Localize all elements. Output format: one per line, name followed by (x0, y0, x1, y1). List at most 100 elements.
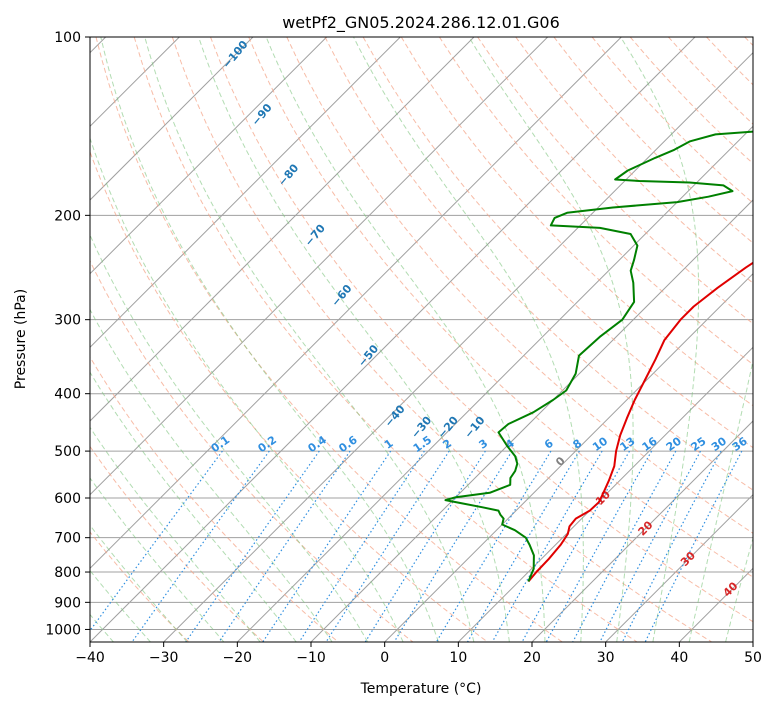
dry-adiabat-line (171, 37, 712, 642)
mixing-ratio-line (521, 450, 631, 642)
dry-adiabat-line (477, 37, 753, 325)
isotherm-line (752, 641, 753, 642)
x-tick-label: −30 (149, 650, 179, 666)
x-tick-label: 20 (523, 650, 541, 666)
dry-adiabat-label: −10 (462, 414, 488, 441)
x-tick-label: −40 (75, 650, 105, 666)
mixing-ratio-line (435, 450, 552, 642)
moist-adiabat-line (353, 37, 584, 642)
isotherm-line (163, 51, 753, 642)
isotherm-line (90, 37, 254, 201)
x-tick-label: −20 (223, 650, 253, 666)
dry-adiabat-label: −80 (276, 161, 302, 188)
y-tick-label: 100 (54, 30, 81, 46)
dry-adiabat-line (324, 37, 753, 491)
mixing-ratio-label: 3 (477, 437, 491, 452)
dry-adiabat-line (210, 37, 753, 623)
mixing-ratio-line (131, 450, 270, 642)
dry-adiabat-line (668, 37, 753, 125)
x-tick-label: 40 (670, 650, 688, 666)
y-tick-label: 300 (54, 313, 81, 329)
y-tick-label: 200 (54, 208, 81, 224)
temperature-line (527, 261, 753, 583)
dry-adiabat-line (95, 37, 563, 642)
dry-adiabat-label: −70 (302, 222, 328, 249)
isotherm-line (531, 420, 753, 642)
dry-adiabat-line (362, 37, 753, 449)
isotherm-line (90, 37, 328, 275)
mixing-ratio-label: 6 (542, 437, 556, 452)
mixing-ratio-label: 0.6 (336, 433, 360, 455)
moist-adiabat-line (144, 37, 475, 642)
dry-adiabat-line (133, 37, 638, 642)
y-tick-label: 400 (54, 387, 81, 403)
moist-adiabat-line (90, 136, 404, 642)
mixing-ratio-line (298, 450, 425, 642)
chart-title: wetPf2_GN05.2024.286.12.01.G06 (282, 13, 560, 33)
isotherm-line (678, 567, 753, 642)
y-tick-label: 900 (54, 595, 81, 611)
profile-series (444, 130, 753, 583)
isotherm-line (90, 37, 622, 570)
dry-adiabat-line (90, 150, 488, 642)
dry-adiabat-line (515, 37, 753, 284)
dry-adiabat-label: −40 (382, 402, 408, 429)
mixing-ratio-line (599, 450, 702, 642)
dry-adiabat-line (90, 531, 190, 642)
moist-adiabat-line (90, 233, 369, 642)
dewpoint-line (444, 130, 753, 582)
mixing-ratio-line (644, 450, 743, 642)
y-tick-label: 600 (54, 491, 81, 507)
x-tick-label: 30 (597, 650, 615, 666)
moist-adiabat-label: 40 (721, 579, 741, 599)
dry-adiabat-label: −60 (329, 282, 355, 309)
y-tick-label: 700 (54, 531, 81, 547)
moist-adiabat-line (90, 426, 261, 642)
dry-adiabat-label: −20 (435, 414, 461, 441)
moist-adiabat-line (198, 37, 510, 642)
moist-adiabat-line (90, 308, 333, 642)
moist-adiabat-line (90, 477, 225, 642)
dry-adiabat-line (286, 37, 753, 534)
dry-adiabat-line (90, 356, 339, 642)
isotherm-line (90, 37, 401, 349)
mixing-ratio-line (262, 450, 392, 642)
dry-adiabat-line (90, 259, 414, 642)
isotherm-line (605, 493, 753, 642)
dry-adiabat-line (400, 37, 753, 407)
x-axis-label: Temperature (°C) (360, 681, 482, 697)
moist-adiabat-line (620, 37, 700, 642)
mixing-ratio-line (466, 450, 580, 642)
moist-adiabat-line (265, 37, 546, 642)
dry-adiabat-line (706, 37, 753, 86)
dry-adiabat-line (591, 37, 753, 204)
x-tick-label: 0 (380, 650, 389, 666)
mixing-ratio-line (185, 450, 320, 642)
plot-frame (89, 36, 754, 643)
axis-ticks: −40 −30 −20 −10 0 10 20 30 40 5010020030040050060… (45, 30, 762, 666)
x-tick-label: 10 (449, 650, 467, 666)
isotherm-line (236, 125, 753, 642)
isotherm-line (90, 37, 475, 422)
mixing-ratio-label: 0.1 (209, 433, 232, 455)
isotherm-line (90, 37, 549, 496)
moist-adiabat-line (725, 536, 753, 642)
mixing-ratio-line (572, 450, 677, 642)
dry-adiabat-label: −90 (249, 101, 275, 128)
background-lines (90, 37, 753, 642)
dry-adiabat-line (744, 37, 753, 47)
moist-adiabat-line (100, 37, 439, 642)
mixing-ratio-line (621, 450, 722, 642)
x-tick-label: −10 (296, 650, 326, 666)
isotherm-line (457, 346, 753, 642)
x-tick-label: 50 (744, 650, 762, 666)
y-tick-label: 1000 (45, 622, 81, 638)
isotherm-line (90, 37, 696, 642)
y-tick-label: 500 (54, 444, 81, 460)
dry-adiabat-line (438, 37, 753, 366)
moist-adiabat-line (468, 37, 634, 642)
isotherm-line (384, 272, 753, 642)
dry-adiabat-label: −100 (220, 38, 251, 71)
mixing-ratio-line (218, 450, 351, 642)
